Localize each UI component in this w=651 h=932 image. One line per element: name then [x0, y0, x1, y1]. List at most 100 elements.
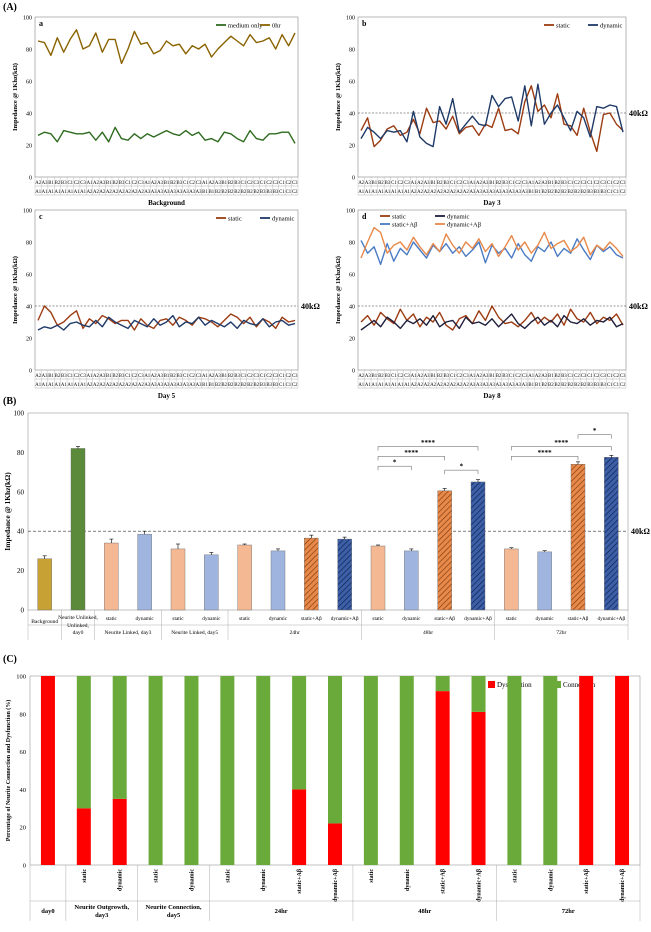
x-tick-label: C1: [241, 181, 247, 186]
x-tick-label: C2: [613, 374, 619, 379]
subplot-frame: [357, 16, 627, 178]
bar: [70, 448, 86, 611]
x-tick-sublabel: A3: [502, 383, 508, 388]
x-tick-label: B3: [561, 374, 567, 379]
x-tick-label: C3: [620, 181, 626, 186]
y-tick-label: 100: [346, 16, 355, 22]
bar-label: static: [239, 616, 251, 622]
x-tick-label: A1: [87, 181, 93, 186]
bar-connection: [148, 676, 163, 865]
x-tick-label: C2: [189, 181, 195, 186]
x-tick-sublabel: B2: [548, 383, 554, 388]
x-tick-label: B1: [106, 374, 112, 379]
x-tick-sublabel: A1: [365, 190, 371, 195]
x-tick-sublabel: A2: [430, 383, 436, 388]
x-tick-sublabel: A1: [404, 190, 410, 195]
x-tick-sublabel: B2: [221, 190, 227, 195]
x-tick-label: B1: [489, 374, 495, 379]
x-tick-label: C2: [594, 181, 600, 186]
x-tick-sublabel: A2: [112, 383, 118, 388]
x-tick-label: B2: [496, 181, 502, 186]
y-tick-label: 20: [20, 825, 27, 832]
x-tick-sublabel: B3: [260, 190, 266, 195]
x-tick-sublabel: A3: [144, 383, 150, 388]
subplot-tag: b: [362, 19, 367, 28]
x-tick-sublabel: A1: [35, 190, 41, 195]
x-tick-sublabel: A3: [502, 190, 508, 195]
x-tick-label: B1: [548, 181, 554, 186]
x-tick-sublabel: A1: [42, 190, 48, 195]
bar-label: static+Aβ: [301, 616, 322, 622]
x-tick-label: C2: [74, 374, 80, 379]
x-tick-label: C1: [391, 374, 397, 379]
x-tick-label: C2: [457, 374, 463, 379]
x-tick-label: C3: [292, 181, 298, 186]
x-tick-sublabel: B2: [555, 190, 561, 195]
x-tick-sublabel: A1: [48, 190, 54, 195]
series-line-static: [37, 305, 296, 331]
x-tick-label: B3: [443, 374, 449, 379]
x-tick-sublabel: A3: [489, 383, 495, 388]
x-tick-sublabel: C2: [292, 190, 298, 195]
x-tick-sublabel: B2: [241, 383, 247, 388]
x-axis-label: Day 5: [158, 392, 176, 400]
bar-label: static: [82, 869, 88, 883]
x-tick-sublabel: A3: [509, 383, 515, 388]
x-tick-label: C3: [404, 181, 410, 186]
x-tick-sublabel: A2: [93, 383, 99, 388]
x-tick-sublabel: A1: [391, 383, 397, 388]
x-tick-sublabel: A3: [164, 190, 170, 195]
panel-c: 0 20 40 60 80 100 Percentage of Neurite Connec…: [5, 674, 641, 921]
x-tick-sublabel: A1: [55, 190, 61, 195]
group-label: 72hr: [556, 630, 566, 636]
x-tick-sublabel: A3: [189, 383, 195, 388]
panel-a-label: (A): [3, 2, 17, 13]
x-tick-label: A2: [151, 181, 157, 186]
x-tick-sublabel: A2: [125, 190, 131, 195]
x-tick-sublabel: A2: [417, 383, 423, 388]
series-line-dynamic-a-: [360, 226, 624, 259]
x-tick-label: B2: [437, 181, 443, 186]
x-tick-sublabel: B2: [555, 383, 561, 388]
x-tick-label: C1: [391, 181, 397, 186]
x-tick-sublabel: B2: [247, 190, 253, 195]
x-tick-label: C3: [620, 374, 626, 379]
x-tick-label: C1: [67, 374, 73, 379]
bar: [304, 537, 319, 611]
x-tick-sublabel: B1: [528, 383, 534, 388]
legend-label: static: [228, 216, 242, 223]
x-tick-sublabel: A1: [74, 190, 80, 195]
y-tick-label: 80: [349, 241, 355, 247]
x-tick-label: C1: [568, 181, 574, 186]
bar-label: static: [172, 616, 184, 622]
y-tick-label: 80: [17, 449, 25, 457]
x-tick-sublabel: A3: [144, 190, 150, 195]
x-tick-sublabel: B2: [574, 190, 580, 195]
x-tick-label: B3: [502, 374, 508, 379]
group-label-line2: day5: [167, 912, 181, 919]
x-tick-label: A1: [528, 374, 534, 379]
bar-connection: [184, 676, 199, 865]
x-tick-sublabel: B2: [568, 190, 574, 195]
legend-label: medium only: [228, 23, 263, 30]
x-tick-sublabel: C1: [279, 190, 285, 195]
x-tick-sublabel: A3: [170, 383, 176, 388]
x-tick-label: B1: [372, 181, 378, 186]
y-tick-label: 60: [20, 749, 27, 756]
x-tick-sublabel: A2: [99, 383, 105, 388]
x-tick-sublabel: B3: [600, 383, 606, 388]
panel-b: 0 20 40 60 80 100 Impedance @ 1Khz(kΩ) 40kΩ Back…: [3, 410, 650, 640]
bar-dysfunction: [292, 789, 307, 865]
x-tick-label: B3: [61, 374, 67, 379]
bar-label: dynamic: [118, 869, 124, 891]
x-tick-label: B2: [555, 374, 561, 379]
x-tick-label: A1: [144, 374, 150, 379]
bar: [104, 542, 119, 611]
x-tick-sublabel: A3: [164, 383, 170, 388]
bar-connection: [292, 676, 307, 790]
bar-label: dynamic+Aβ: [477, 869, 483, 902]
x-tick-sublabel: B2: [241, 190, 247, 195]
bar-label: dynamic: [536, 616, 555, 622]
x-tick-label: A2: [476, 374, 482, 379]
